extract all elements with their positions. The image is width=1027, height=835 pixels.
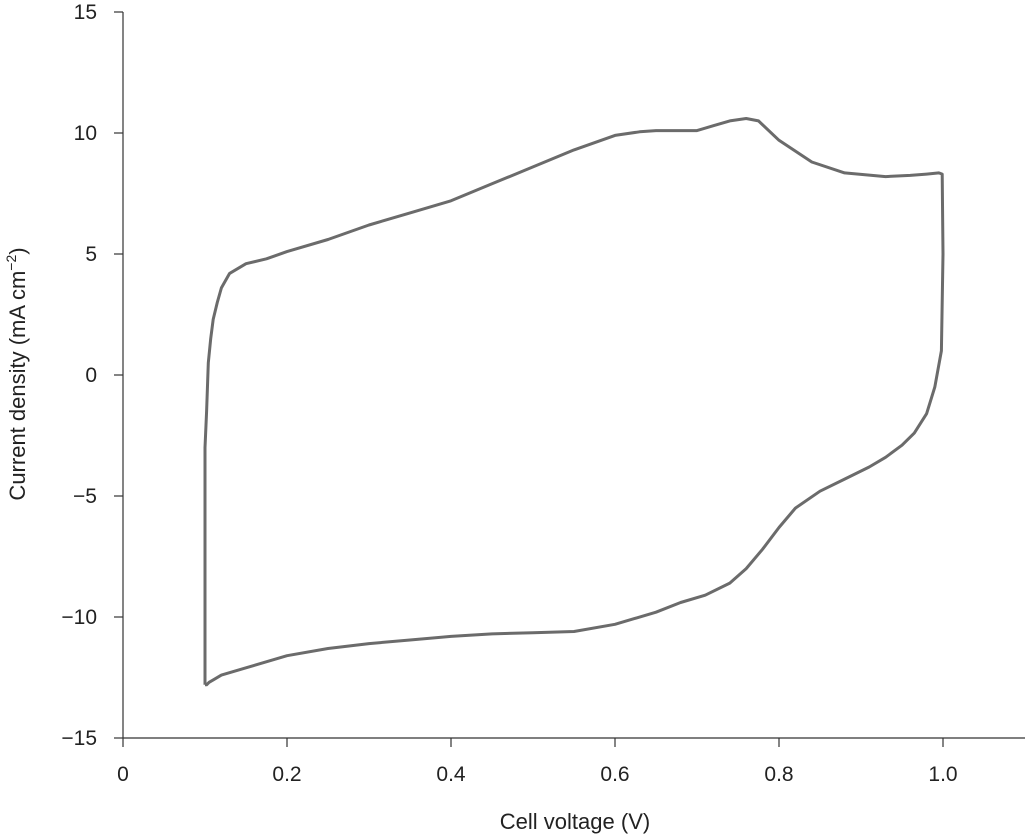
- x-tick-label: 0.4: [436, 763, 466, 786]
- y-ticks: 15 10 5 0 −5 −10 −15: [61, 1, 123, 750]
- y-tick-label: 15: [74, 1, 97, 24]
- y-axis-label-close: ): [5, 247, 30, 254]
- x-tick-label: 0.8: [764, 763, 793, 786]
- y-tick-label: 10: [74, 122, 97, 145]
- axes: [122, 12, 1025, 739]
- y-tick-label: 0: [85, 364, 97, 387]
- y-tick-label: 5: [85, 243, 97, 266]
- y-axis-label-main: Current density (mA cm: [5, 271, 30, 501]
- x-tick-label: 0: [117, 763, 129, 786]
- x-tick-label: 0.2: [272, 763, 301, 786]
- y-tick-label: −10: [61, 606, 97, 629]
- cv-curve-line: [203, 117, 945, 687]
- x-tick-label: 1.0: [928, 763, 957, 786]
- y-tick-label: −15: [61, 727, 97, 750]
- x-ticks: 0 0.2 0.4 0.6 0.8 1.0: [117, 738, 958, 786]
- x-tick-label: 0.6: [600, 763, 629, 786]
- y-axis-label-superscript: −2: [3, 255, 19, 271]
- y-axis-label: Current density (mA cm−2): [3, 247, 30, 500]
- x-axis-label: Cell voltage (V): [500, 809, 650, 834]
- y-tick-label: −5: [73, 485, 97, 508]
